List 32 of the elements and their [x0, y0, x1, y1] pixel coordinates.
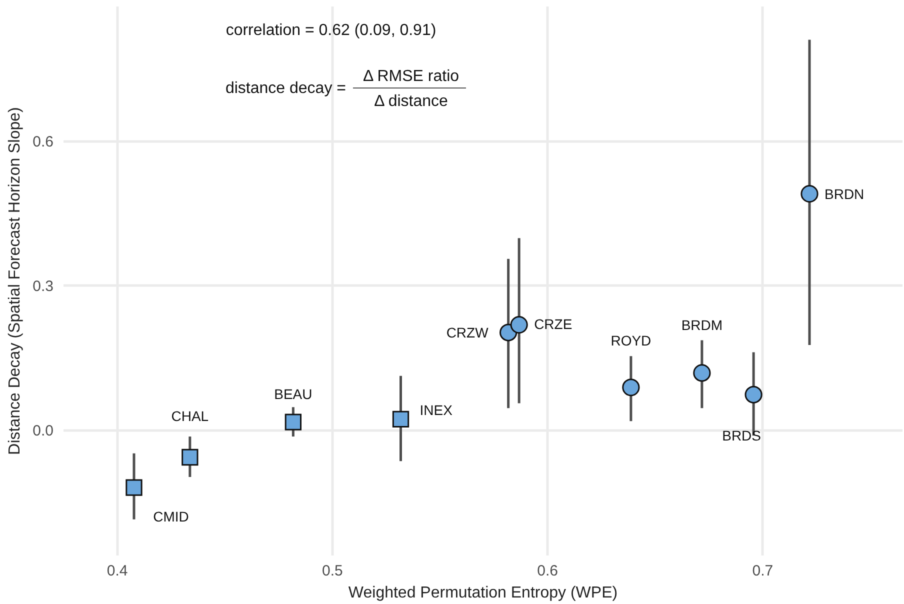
annotation: CRZW [446, 324, 490, 341]
annotation: BEAU [274, 386, 312, 402]
x-tick-label: 0.4 [106, 562, 128, 580]
point [744, 386, 762, 404]
point [392, 410, 410, 428]
x-tick-label: 0.6 [537, 562, 558, 580]
annotation: CMID [153, 508, 189, 525]
annotation: BRDN [824, 186, 864, 202]
y-tick-label: 0.0 [32, 422, 54, 440]
point [693, 364, 711, 382]
x-axis-title: Weighted Permutation Entropy (WPE) [348, 584, 618, 602]
y-tick-label: 0.3 [32, 278, 54, 295]
annotation: CHAL [171, 408, 209, 424]
x-tick-label: 0.7 [752, 562, 774, 580]
annotation: BRDS [722, 428, 762, 444]
y-axis-title: Distance Decay (Spatial Forecast Horizon Slope) [6, 107, 24, 455]
annotation: Δ distance [374, 93, 448, 110]
x-tick-label: 0.5 [322, 562, 343, 580]
point [182, 448, 198, 466]
point [622, 378, 640, 396]
point [510, 316, 528, 334]
annotation: ROYD [610, 332, 652, 348]
annotation: correlation = 0.62 (0.09, 0.91) [226, 22, 436, 39]
annotation: INEX [420, 402, 454, 418]
y-tick-label: 0.6 [32, 133, 54, 150]
point [126, 479, 142, 496]
point [800, 185, 818, 203]
annotation: distance decay = [225, 80, 346, 97]
annotation: Δ RMSE ratio [362, 68, 460, 85]
point [284, 414, 302, 430]
annotation: CRZE [534, 316, 572, 332]
annotation: BRDM [681, 316, 723, 333]
